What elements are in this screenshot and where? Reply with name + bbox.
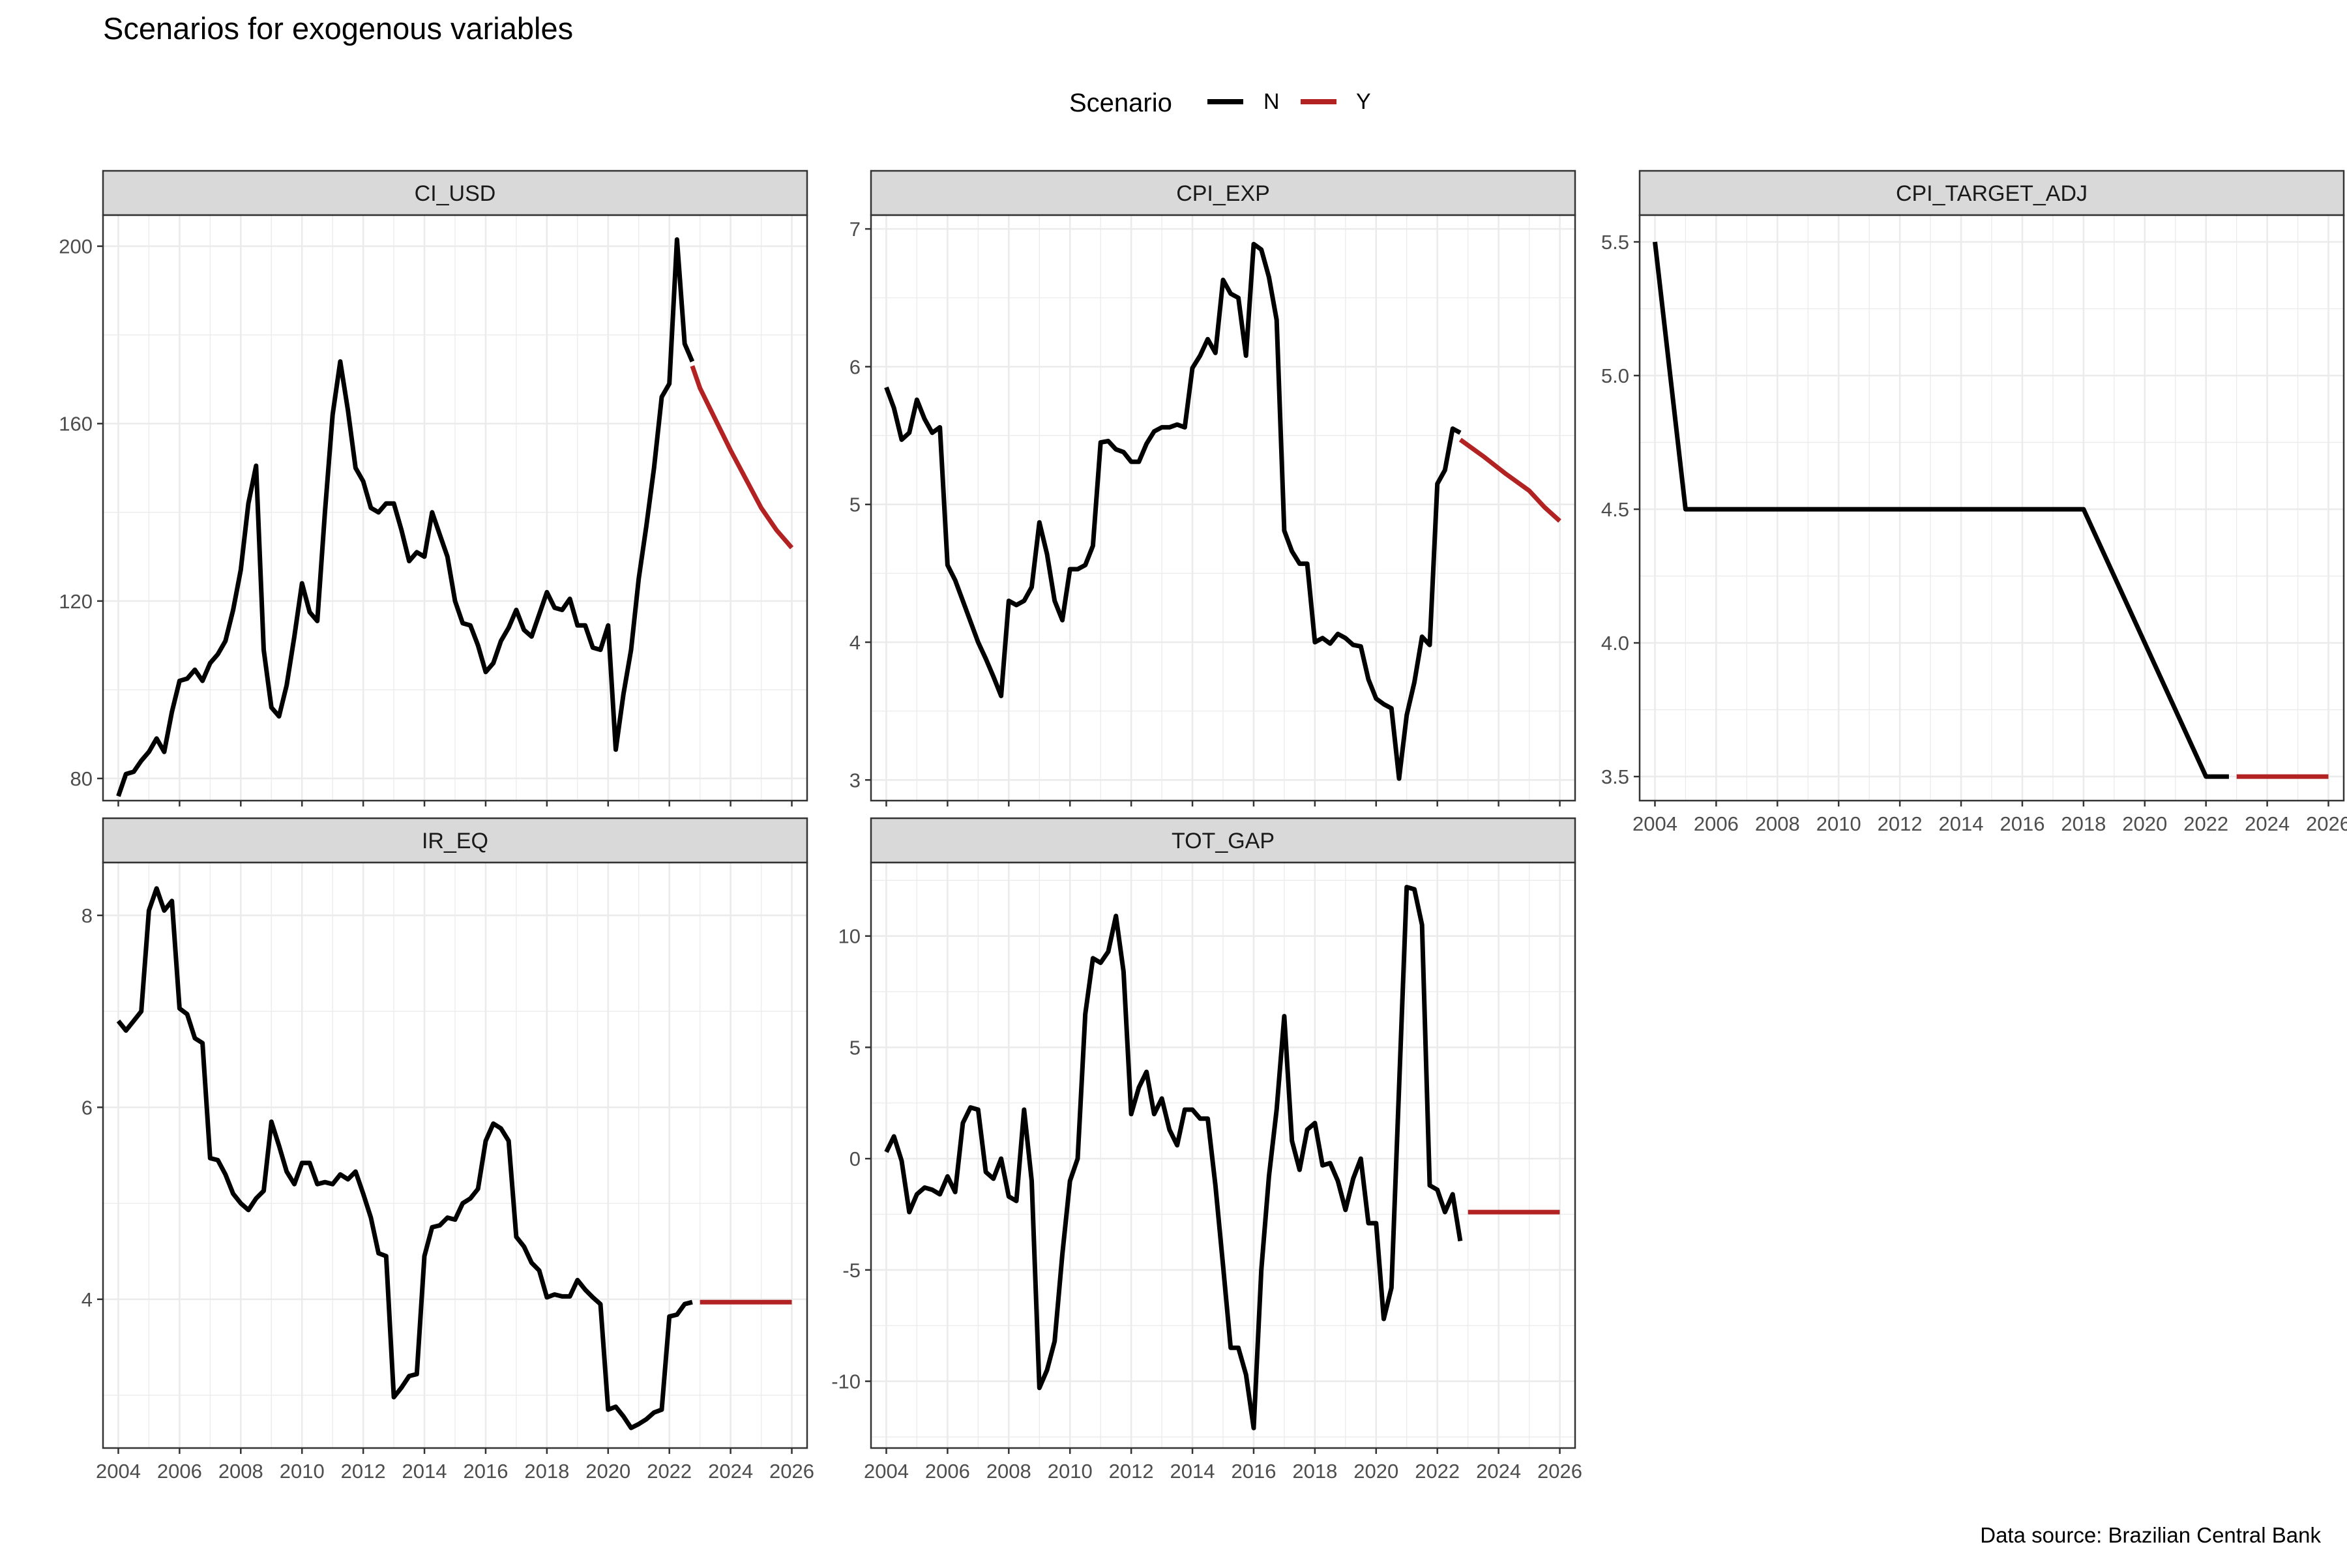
y-tick-label: 8 — [81, 904, 93, 927]
panel-strip — [870, 817, 1576, 864]
series-line-n — [884, 241, 1462, 781]
x-tick-label: 2024 — [1476, 1460, 1521, 1483]
x-tick-label: 2012 — [341, 1460, 386, 1483]
panel-border — [1638, 214, 2345, 802]
y-tick-label: 4 — [81, 1288, 93, 1311]
panel-strip — [102, 170, 808, 216]
x-tick-label: 2016 — [2000, 812, 2044, 835]
panel-border — [870, 214, 1576, 802]
y-tick-label: 6 — [81, 1096, 93, 1119]
panel-strip-label: IR_EQ — [422, 829, 488, 853]
x-tick-label: 2018 — [524, 1460, 569, 1483]
grid — [871, 215, 1575, 801]
x-tick-label: 2006 — [157, 1460, 202, 1483]
y-tick-label: 5 — [849, 494, 861, 516]
x-tick-label: 2012 — [1878, 812, 1923, 835]
x-tick-label: 2014 — [1939, 812, 1984, 835]
x-tick-label: 2016 — [463, 1460, 508, 1483]
panel-strip-label: CPI_EXP — [1176, 181, 1270, 206]
legend-label-n: N — [1263, 89, 1280, 114]
x-tick-label: 2008 — [218, 1460, 263, 1483]
y-tick-label: 160 — [59, 413, 93, 436]
grid — [103, 863, 807, 1448]
x-tick-label: 2014 — [1170, 1460, 1215, 1483]
x-tick-label: 2022 — [1415, 1460, 1460, 1483]
legend: Scenario N Y — [1069, 89, 1371, 117]
y-tick-label: 5.5 — [1601, 231, 1629, 254]
x-tick-label: 2018 — [1292, 1460, 1337, 1483]
x-tick-label: 2020 — [585, 1460, 630, 1483]
x-tick-label: 2004 — [96, 1460, 141, 1483]
x-tick-label: 2006 — [925, 1460, 970, 1483]
x-tick-label: 2010 — [1048, 1460, 1093, 1483]
series-line-n — [1653, 241, 2229, 779]
y-tick-label: 3 — [849, 769, 861, 791]
x-tick-label: 2004 — [1632, 812, 1677, 835]
y-tick-label: 5 — [849, 1036, 861, 1059]
y-tick-label: 4.0 — [1601, 632, 1629, 655]
panel-strip — [870, 170, 1576, 216]
panels: CI_USD80120160200CPI_EXP34567CPI_TARGET_… — [59, 170, 2347, 1483]
panel-cpi-target-adj: CPI_TARGET_ADJ 3.5 4.0 4.5 5.0 5.5 2004 2006 200… — [1601, 170, 2347, 835]
y-tick-label: 80 — [70, 767, 93, 790]
legend-title: Scenario — [1069, 89, 1172, 117]
panel-tot-gap: TOT_GAP -10 -5 0 5 10 2004 2006 2008 2010 2012 2014… — [831, 817, 1582, 1483]
x-tick-label: 2010 — [280, 1460, 325, 1483]
x-tick-label: 2026 — [769, 1460, 814, 1483]
panel-ci-usd: CI_USD 80 120 160 200 — [59, 170, 808, 806]
x-tick-label: 2020 — [1353, 1460, 1398, 1483]
x-tick-label: 2008 — [1755, 812, 1800, 835]
y-tick-label: 3.5 — [1601, 765, 1629, 788]
x-tick-label: 2008 — [986, 1460, 1031, 1483]
x-tick-label: 2024 — [2245, 812, 2290, 835]
y-tick-label: 7 — [849, 218, 861, 241]
series-line-y — [1458, 437, 1561, 523]
x-tick-label: 2004 — [864, 1460, 909, 1483]
y-tick-label: 6 — [849, 355, 861, 378]
panel-ir-eq: IR_EQ 4 6 8 2004 2006 2008 2010 2012 2014 2016 2018… — [81, 817, 814, 1483]
x-tick-label: 2022 — [2183, 812, 2228, 835]
legend-label-y: Y — [1356, 89, 1371, 114]
y-tick-label: 4 — [849, 631, 861, 654]
y-tick-label: 5.0 — [1601, 364, 1629, 387]
series-line-n — [116, 886, 693, 1430]
x-tick-label: 2022 — [647, 1460, 692, 1483]
series-line-y — [690, 365, 794, 550]
panel-border — [870, 861, 1576, 1449]
x-tick-label: 2006 — [1694, 812, 1739, 835]
x-tick-label: 2014 — [402, 1460, 447, 1483]
chart-title: Scenarios for exogenous variables — [103, 11, 573, 46]
series-line-n — [884, 885, 1463, 1430]
panel-strip-label: CPI_TARGET_ADJ — [1896, 181, 2088, 206]
panel-strip-label: CI_USD — [415, 181, 496, 206]
x-tick-label: 2024 — [708, 1460, 753, 1483]
y-tick-label: 4.5 — [1601, 498, 1629, 521]
x-tick-label: 2012 — [1109, 1460, 1154, 1483]
panel-cpi-exp: CPI_EXP 3 4 5 6 7 — [849, 170, 1576, 806]
panel-border — [102, 861, 808, 1449]
y-tick-label: 200 — [59, 235, 93, 258]
panel-border — [102, 214, 808, 802]
y-tick-label: 0 — [849, 1147, 861, 1170]
y-tick-label: -5 — [842, 1259, 861, 1282]
x-tick-label: 2016 — [1231, 1460, 1276, 1483]
x-tick-label: 2026 — [1537, 1460, 1582, 1483]
y-tick-label: -10 — [831, 1370, 861, 1393]
x-tick-label: 2026 — [2306, 812, 2347, 835]
y-tick-label: 120 — [59, 590, 93, 613]
series-line-n — [116, 237, 695, 797]
x-tick-label: 2020 — [2122, 812, 2167, 835]
x-tick-label: 2018 — [2061, 812, 2106, 835]
panel-strip-label: TOT_GAP — [1172, 829, 1275, 853]
y-tick-label: 10 — [838, 925, 861, 948]
caption: Data source: Brazilian Central Bank — [1980, 1523, 2321, 1547]
x-tick-label: 2010 — [1816, 812, 1861, 835]
